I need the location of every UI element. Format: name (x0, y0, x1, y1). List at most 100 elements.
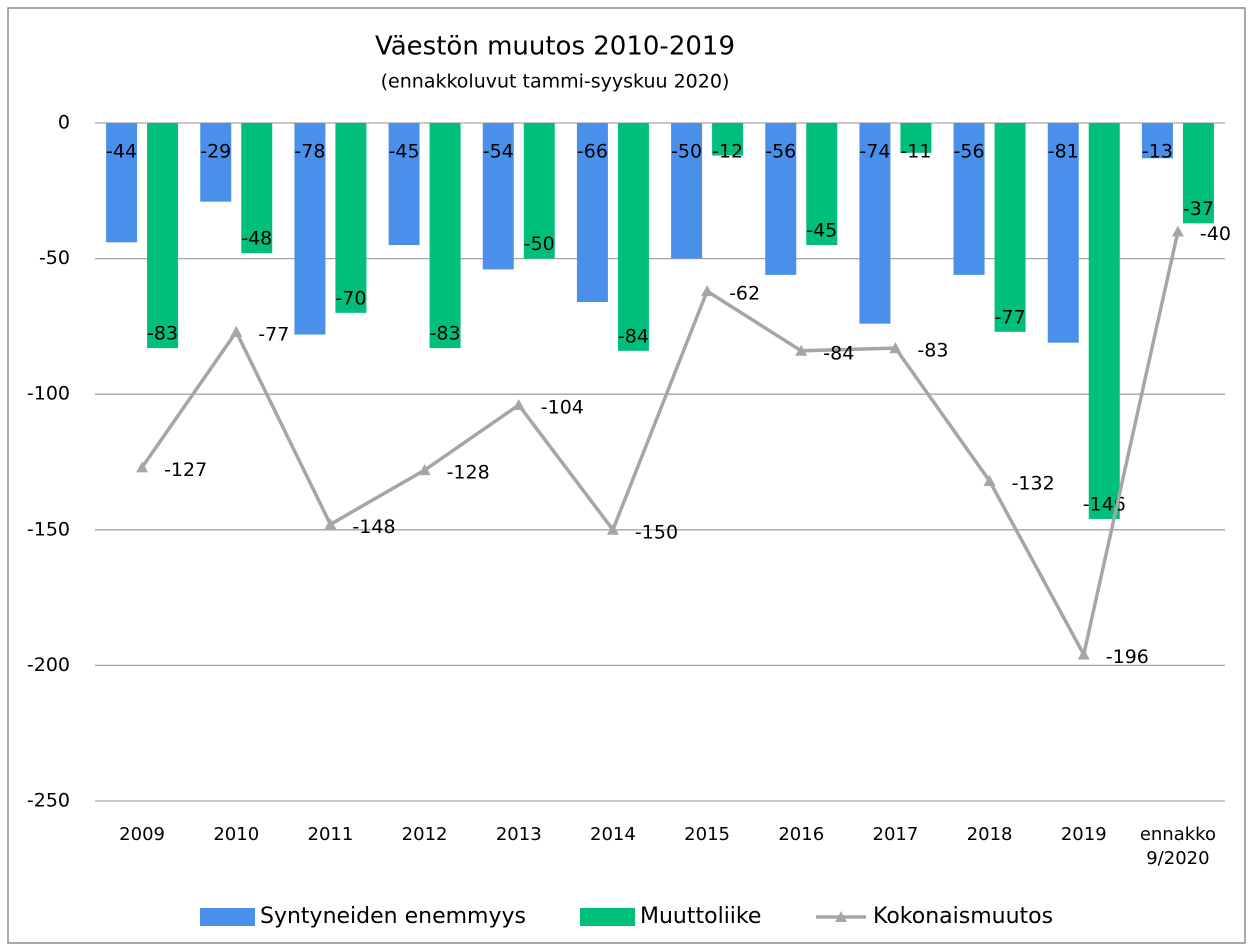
bar (294, 123, 326, 335)
data-label: -77 (258, 323, 289, 345)
data-label: -128 (447, 462, 490, 484)
data-label: -81 (1048, 141, 1079, 163)
x-tick-label: ennakko 9/2020 (1139, 824, 1216, 869)
line-marker (512, 399, 525, 411)
legend-label: Kokonaismuutos (873, 904, 1053, 929)
x-tick-label: 2015 (684, 824, 730, 845)
bar (806, 123, 838, 246)
x-tick-label: 2014 (590, 824, 636, 845)
data-label: -83 (917, 340, 948, 362)
chart-subtitle: (ennakkoluvut tammi-syyskuu 2020) (381, 71, 730, 93)
data-label: -12 (712, 141, 743, 163)
legend-swatch (580, 908, 635, 926)
line-marker (1077, 648, 1090, 660)
data-label: -13 (1142, 141, 1173, 163)
y-tick-label: -200 (27, 654, 70, 676)
line-marker (983, 474, 996, 486)
bar (241, 123, 273, 254)
bar (106, 123, 138, 243)
line-marker (324, 518, 337, 530)
data-label: -104 (541, 397, 584, 419)
bar (1182, 123, 1214, 224)
line-marker (889, 342, 902, 354)
line (140, 231, 1180, 660)
data-label: -77 (995, 306, 1026, 328)
data-label: -54 (483, 141, 514, 163)
bar (765, 123, 797, 275)
x-tick-label: 2010 (213, 824, 260, 845)
data-label: -84 (823, 342, 854, 364)
data-label: -40 (1200, 223, 1231, 245)
data-label: -84 (618, 325, 649, 347)
data-label: -48 (241, 228, 272, 250)
bar (900, 123, 932, 153)
x-tick-label: 2019 (1060, 824, 1107, 845)
data-label: -11 (900, 141, 931, 163)
bar (1141, 123, 1173, 159)
bar (482, 123, 514, 270)
data-label: -70 (335, 287, 366, 309)
bar (671, 123, 703, 259)
line-marker (136, 461, 149, 473)
data-label: -45 (806, 220, 837, 242)
data-label: -148 (352, 516, 395, 538)
line-marker (230, 325, 243, 337)
data-label: -50 (671, 141, 702, 163)
line-marker (795, 344, 808, 356)
legend-label: Muuttoliike (640, 904, 761, 929)
data-label: -56 (954, 141, 985, 163)
line-marker (1171, 225, 1184, 237)
bar (147, 123, 179, 349)
x-tick-label: 2017 (872, 824, 919, 845)
bar (576, 123, 608, 302)
y-tick-label: -100 (27, 383, 70, 405)
bar (335, 123, 367, 313)
bar (1088, 123, 1120, 519)
data-label: -56 (765, 141, 796, 163)
line-marker (418, 464, 431, 476)
x-tick-label: 2018 (966, 824, 1013, 845)
bar (388, 123, 420, 246)
bar (953, 123, 985, 275)
data-label: -44 (106, 141, 137, 163)
x-tick-label: 2016 (778, 824, 825, 845)
data-label: -132 (1012, 472, 1055, 494)
legend-swatch (835, 911, 847, 922)
data-label: -78 (294, 141, 325, 163)
bar (200, 123, 232, 202)
data-label: -37 (1183, 198, 1214, 220)
x-tick-label: 2009 (119, 824, 165, 845)
data-label: -127 (164, 459, 207, 481)
chart-title: Väestön muutos 2010-2019 (375, 32, 735, 62)
data-label: -83 (147, 323, 178, 345)
line-marker (701, 285, 714, 297)
bar (712, 123, 744, 156)
bar (429, 123, 461, 349)
x-tick-label: 2011 (307, 824, 354, 845)
y-tick-label: -50 (39, 247, 70, 269)
y-tick-label: -250 (27, 790, 70, 812)
data-label: -29 (200, 141, 231, 163)
data-label: -66 (577, 141, 608, 163)
y-tick-label: 0 (58, 112, 70, 134)
data-label: -50 (524, 233, 555, 255)
legend-label: Syntyneiden enemmyys (260, 904, 526, 929)
data-label: -83 (430, 323, 461, 345)
y-tick-label: -150 (27, 518, 70, 540)
bar (617, 123, 649, 351)
bar (859, 123, 891, 324)
data-label: -74 (859, 141, 890, 163)
bar (523, 123, 555, 259)
line-marker (606, 523, 619, 535)
bar (1047, 123, 1079, 343)
data-label: -150 (635, 521, 678, 543)
data-label: -62 (729, 283, 760, 305)
x-tick-label: 2012 (401, 824, 448, 845)
legend-swatch (200, 908, 255, 926)
chart-border (7, 7, 1246, 944)
x-tick-label: 2013 (495, 824, 542, 845)
data-label: -196 (1106, 646, 1149, 668)
data-label: -45 (389, 141, 420, 163)
